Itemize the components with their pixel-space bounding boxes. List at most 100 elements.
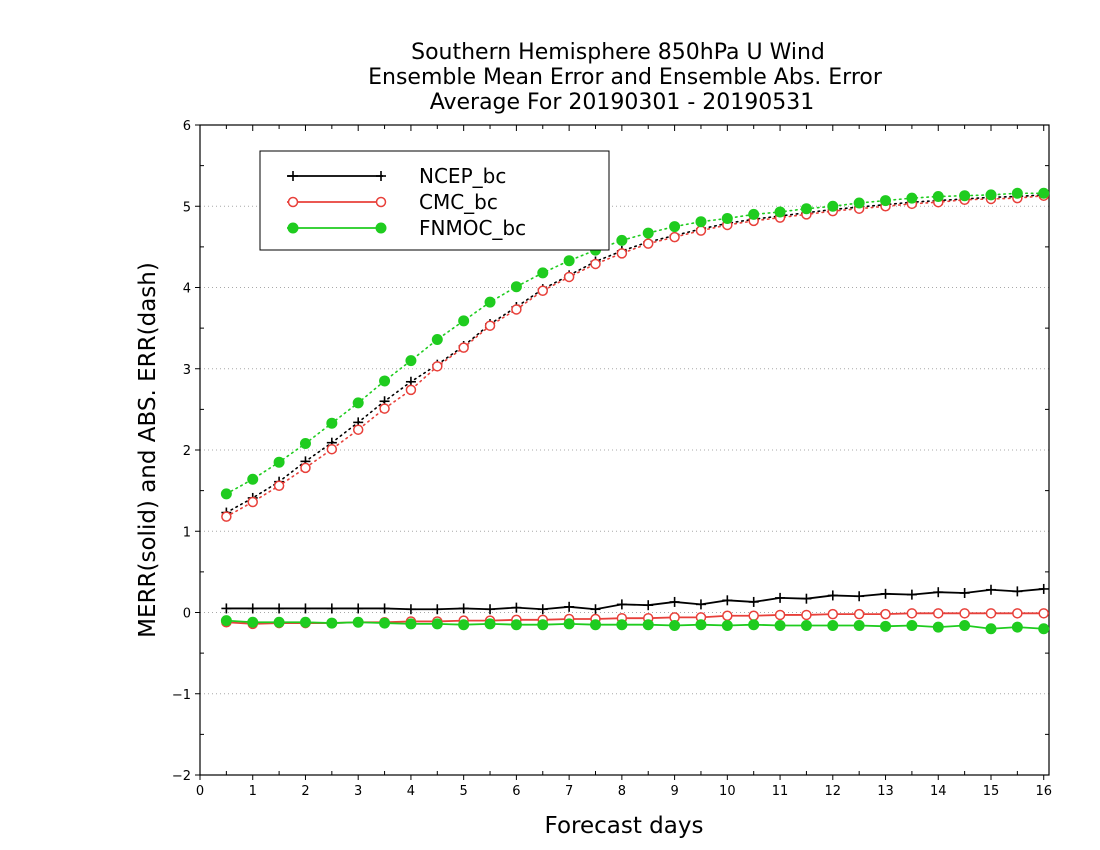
y-tick-label: −1 [172, 688, 191, 703]
abs-err-point [721, 212, 733, 224]
merr-point [537, 604, 548, 615]
series-group [220, 187, 1050, 635]
merr-point [985, 584, 996, 595]
merr-point [431, 618, 443, 630]
x-tick-label: 8 [618, 784, 626, 799]
title-line-3: Average For 20190301 - 20190531 [430, 90, 815, 115]
merr-point [326, 617, 338, 629]
abs-err-point [432, 361, 443, 372]
abs-err-point [774, 206, 786, 218]
merr-point [854, 591, 865, 602]
merr-point [827, 620, 839, 631]
merr-line [226, 619, 1044, 630]
abs-err-line [225, 192, 1045, 495]
abs-err-point [352, 397, 364, 409]
merr-point [458, 603, 469, 614]
merr-point [985, 608, 997, 619]
merr-point [880, 608, 891, 620]
abs-err-point [405, 355, 417, 367]
merr-point [959, 588, 970, 598]
x-tick-label: 7 [565, 784, 573, 799]
merr-point [458, 619, 470, 631]
abs-err-point [458, 315, 470, 327]
merr-point [379, 603, 390, 614]
abs-err-point [959, 190, 971, 202]
merr-point [801, 609, 812, 621]
abs-err-point [563, 255, 575, 267]
x-tick-label: 5 [460, 784, 468, 799]
x-tick-label: 12 [825, 784, 842, 799]
legend-marker [376, 171, 386, 181]
merr-point [642, 619, 654, 631]
merr-point [247, 603, 258, 614]
merr-point [564, 601, 575, 612]
abs-err-point [932, 191, 944, 202]
abs-err-point [695, 216, 707, 228]
abs-err-point [484, 320, 496, 331]
merr-point [880, 620, 892, 632]
abs-err-point [431, 334, 443, 345]
merr-point [1012, 608, 1023, 619]
merr-point [722, 610, 733, 621]
abs-err-point [1038, 187, 1050, 199]
x-axis-title: Forecast days [545, 813, 704, 839]
merr-point [669, 620, 681, 631]
merr-point [405, 604, 416, 615]
merr-point [1011, 621, 1023, 633]
abs-err-point [642, 227, 654, 239]
series-cmc-bc [221, 190, 1049, 630]
merr-point [985, 623, 997, 635]
series-ncep-bc [221, 189, 1049, 615]
merr-point [695, 619, 707, 631]
merr-point [748, 610, 759, 621]
merr-point [722, 595, 733, 606]
y-axis-title: MERR(solid) and ABS. ERR(dash) [135, 262, 161, 638]
legend-marker [287, 196, 299, 208]
merr-point [221, 603, 232, 614]
merr-point [827, 608, 839, 620]
x-tick-label: 3 [354, 784, 362, 799]
x-tick-label: 6 [512, 784, 520, 799]
merr-point [906, 608, 918, 619]
legend-item: CMC_bc [287, 190, 498, 214]
abs-err-point [880, 195, 892, 207]
merr-point [933, 587, 944, 598]
abs-err-point [352, 424, 364, 435]
abs-err-point [379, 403, 390, 414]
merr-point [326, 603, 337, 614]
x-tick-label: 2 [301, 784, 309, 799]
merr-point [1012, 586, 1023, 597]
merr-point [959, 620, 971, 631]
merr-point [1038, 583, 1049, 594]
merr-point [853, 620, 865, 631]
merr-point [432, 604, 443, 615]
merr-point [959, 608, 970, 619]
merr-point [589, 619, 601, 631]
y-tick-label: −2 [172, 769, 191, 784]
abs-err-point [273, 456, 285, 468]
abs-err-point [1011, 187, 1023, 199]
abs-err-point [985, 189, 997, 201]
abs-err-point [537, 267, 549, 279]
abs-err-point [853, 197, 865, 209]
y-tick-label: 3 [183, 363, 191, 378]
x-tick-label: 1 [249, 784, 257, 799]
abs-err-line [225, 194, 1045, 518]
x-tick-label: 14 [930, 784, 947, 799]
abs-err-point [458, 342, 469, 353]
x-tick-label: 13 [877, 784, 894, 799]
abs-err-point [484, 296, 496, 308]
abs-err-point [748, 208, 760, 220]
abs-err-point [273, 480, 285, 491]
merr-point [511, 602, 522, 613]
legend-item: FNMOC_bc [287, 216, 526, 240]
merr-point [801, 593, 812, 604]
merr-point [379, 617, 391, 629]
merr-point [643, 600, 654, 611]
abs-err-point [405, 384, 417, 396]
merr-point [695, 599, 706, 610]
x-tick-label: 9 [670, 784, 678, 799]
y-tick-label: 1 [183, 525, 191, 540]
merr-point [563, 618, 575, 630]
legend-box [259, 150, 610, 251]
